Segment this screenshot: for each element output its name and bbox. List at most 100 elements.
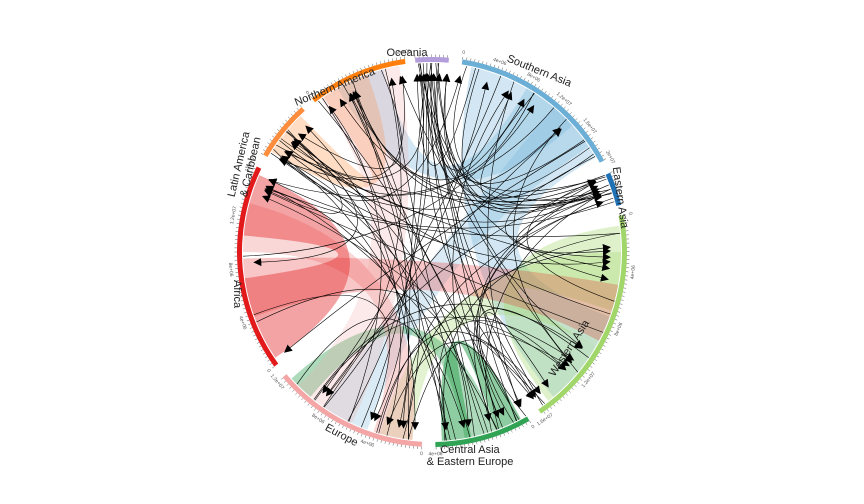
migration-link-latin_america-to-southern_asia (273, 75, 462, 201)
tick-label: 1.6e+07 (536, 412, 555, 427)
migration-link-central_asia-to-eastern_asia (479, 200, 604, 423)
tick-mark (293, 110, 296, 113)
tick-mark (320, 88, 322, 92)
tick-mark (304, 400, 307, 403)
migration-link-eastern_asia-to-central_asia (477, 192, 612, 416)
tick-mark (314, 408, 316, 411)
tick-mark (563, 106, 566, 109)
tick-mark (240, 300, 244, 302)
migration-link-central_asia-to-latin_america (279, 157, 446, 441)
tick-mark (579, 378, 583, 381)
tick-label: 8e+06 (613, 322, 624, 337)
tick-mark (279, 125, 282, 128)
tick-mark (505, 69, 507, 72)
flow-ribbon-africa (243, 257, 619, 341)
tick-mark (289, 386, 292, 389)
migration-link-europe-to-latin_america (305, 125, 401, 436)
tick-mark (618, 307, 622, 309)
tick-mark (531, 81, 533, 85)
migration-link-northern_america-to-latin_america (297, 69, 403, 169)
migration-link-europe-to-western_asia (378, 315, 567, 434)
tick-label: 8e+06 (310, 413, 325, 426)
tick-mark (267, 359, 270, 362)
migration-link-europe-to-southern_asia (323, 81, 490, 408)
migration-link-southern_asia-to-eastern_asia (480, 93, 597, 203)
tick-mark (574, 384, 577, 387)
migration-link-europe-to-western_asia (314, 316, 567, 401)
tick-mark (372, 438, 374, 441)
tick-mark (241, 304, 245, 306)
tick-mark (562, 396, 565, 399)
tick-mark (613, 179, 616, 181)
tick-mark (274, 132, 277, 135)
tick-mark (392, 58, 393, 62)
tick-mark (256, 342, 260, 344)
tick-mark (554, 98, 557, 101)
tick-mark (292, 389, 295, 392)
tick-mark (588, 134, 591, 136)
tick-mark (239, 206, 243, 208)
tick-mark (572, 115, 575, 118)
tick-mark (320, 413, 323, 416)
tick-mark (265, 146, 268, 148)
tick-mark (246, 319, 250, 322)
tick-mark (342, 425, 344, 429)
migration-link-eastern_asia-to-europe (325, 178, 607, 397)
tick-mark (360, 67, 362, 71)
tick-mark (356, 69, 358, 72)
tick-mark (272, 135, 275, 138)
tick-mark (287, 116, 290, 119)
migration-link-northern_america-to-europe (343, 84, 407, 422)
migration-link-latin_america-to-western_asia (276, 144, 611, 272)
migration-link-eastern_asia-to-oceania (434, 73, 606, 192)
tick-label: 0 (627, 212, 633, 216)
sector-eastern-asia (605, 172, 622, 207)
tick-mark (285, 119, 288, 122)
tick-mark (258, 345, 262, 348)
tick-mark (583, 127, 586, 130)
migration-link-central_asia-to-northern_america (349, 93, 520, 420)
tick-mark (492, 437, 494, 440)
tick-mark (310, 96, 313, 99)
tick-mark (238, 292, 242, 294)
tick-mark (548, 93, 550, 96)
tick-mark (349, 429, 352, 432)
tick-mark (520, 75, 522, 79)
region-label-oceania: Oceania (387, 47, 429, 59)
tick-mark (345, 74, 347, 77)
tick-mark (313, 93, 316, 96)
tick-mark (601, 154, 605, 157)
migration-link-western_asia-to-africa (261, 195, 545, 404)
migration-link-eastern_asia-to-africa (268, 179, 615, 229)
tick-mark (330, 82, 333, 85)
flow-ribbon-western_asia (503, 225, 621, 401)
tick-mark (608, 334, 612, 336)
tick-mark (543, 411, 546, 414)
migration-link-central_asia-to-oceania (424, 73, 499, 429)
tick-mark (494, 64, 496, 68)
tick-mark (272, 366, 275, 369)
tick-mark (341, 76, 344, 79)
tick-mark (499, 434, 502, 438)
tick-label: 8e+06 (227, 262, 234, 277)
migration-link-southern_asia-to-eastern_asia (461, 68, 601, 214)
tick-mark (559, 399, 562, 402)
tick-mark (262, 149, 266, 152)
migration-link-western_asia-to-northern_america (399, 75, 579, 373)
tick-mark (345, 427, 348, 430)
tick-mark (507, 431, 509, 435)
tick-mark (514, 428, 517, 431)
tick-mark (595, 144, 598, 146)
tick-mark (613, 322, 616, 325)
tick-mark (620, 299, 624, 301)
tick-mark (364, 435, 367, 438)
migration-link-oceania-to-southern_asia (434, 63, 561, 186)
flow-ribbon-latin_america (271, 74, 386, 188)
tick-mark (334, 80, 336, 83)
tick-mark (597, 147, 600, 150)
tick-mark (388, 442, 390, 445)
tick-mark (277, 129, 280, 132)
tick-mark (327, 84, 329, 87)
tick-mark (298, 395, 301, 398)
